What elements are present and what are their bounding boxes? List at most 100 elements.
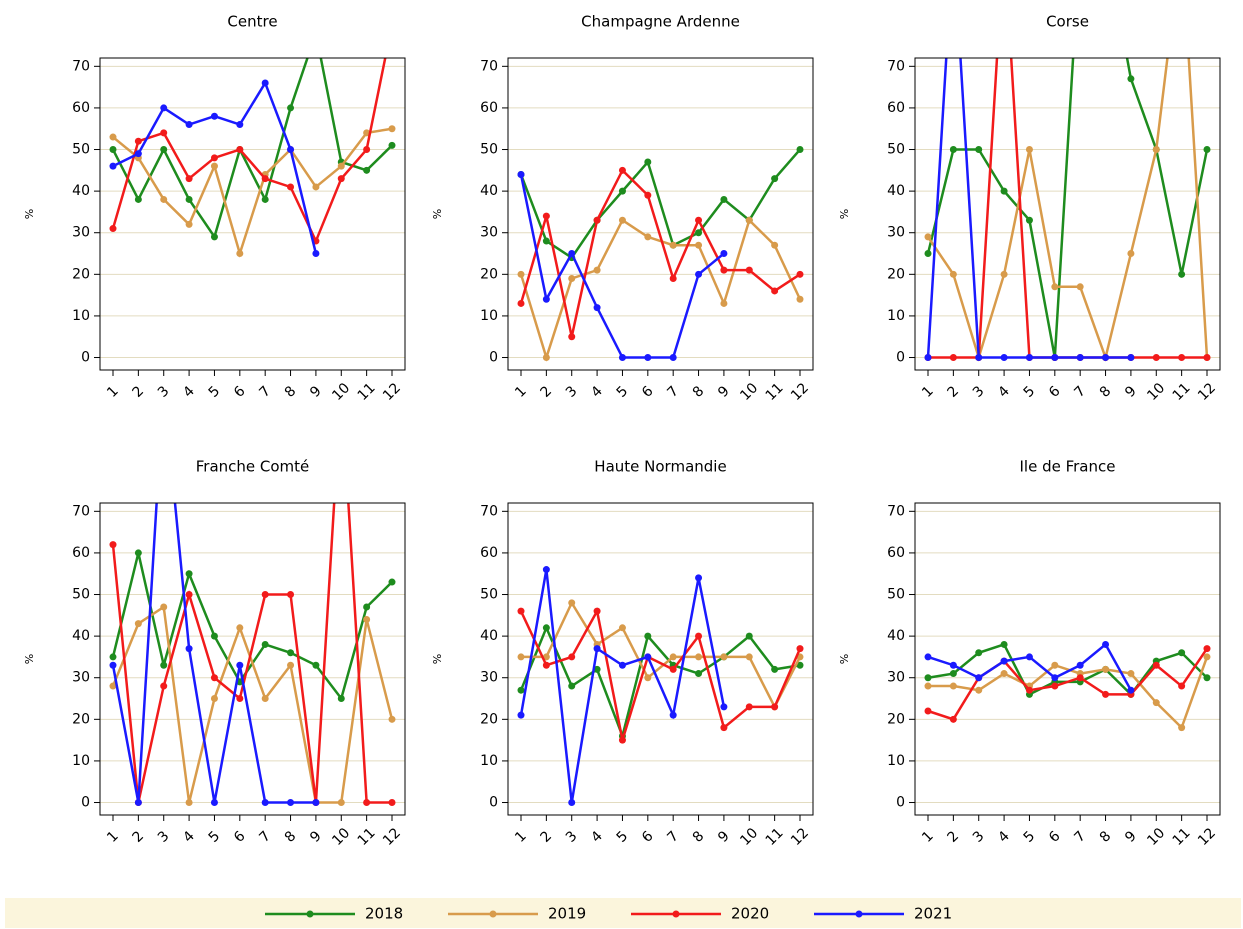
x-tick-label: 6 — [231, 828, 249, 846]
data-point — [593, 607, 601, 615]
data-point — [236, 661, 244, 669]
x-tick-label: 5 — [1021, 383, 1039, 401]
data-point — [287, 661, 295, 669]
chart-title: Ile de France — [1020, 458, 1116, 476]
x-tick-label: 9 — [307, 828, 325, 846]
data-point — [975, 354, 983, 362]
x-tick-label: 12 — [788, 380, 812, 404]
data-point — [644, 233, 652, 241]
x-tick-label: 1 — [104, 828, 122, 846]
data-point — [109, 133, 117, 141]
data-point — [771, 665, 779, 673]
data-point — [949, 682, 957, 690]
data-point — [236, 695, 244, 703]
data-point — [796, 295, 804, 303]
x-tick-label: 6 — [1046, 828, 1064, 846]
legend-label: 2018 — [365, 905, 403, 923]
data-point — [720, 653, 728, 661]
data-point — [1102, 640, 1110, 648]
data-point — [1127, 250, 1135, 258]
x-tick-label: 4 — [180, 828, 198, 846]
y-tick-label: 0 — [896, 350, 905, 366]
data-point — [337, 162, 345, 170]
data-point — [1152, 661, 1160, 669]
data-point — [695, 216, 703, 224]
data-point — [745, 266, 753, 274]
data-point — [210, 695, 218, 703]
data-point — [695, 229, 703, 237]
data-point — [1076, 674, 1084, 682]
y-tick-label: 20 — [480, 266, 498, 282]
y-tick-label: 10 — [887, 308, 905, 324]
y-tick-label: 10 — [480, 753, 498, 769]
data-point — [949, 715, 957, 723]
data-point — [745, 703, 753, 711]
x-tick-label: 4 — [995, 383, 1013, 401]
data-point — [185, 799, 193, 807]
data-point — [261, 195, 269, 203]
data-point — [720, 266, 728, 274]
data-point — [287, 591, 295, 599]
data-point — [388, 141, 396, 149]
x-tick-label: 8 — [1097, 828, 1115, 846]
y-tick-label: 60 — [887, 545, 905, 561]
series-line — [926, 58, 1209, 358]
data-point — [109, 162, 117, 170]
data-point — [949, 146, 957, 154]
x-tick-label: 12 — [380, 825, 404, 849]
data-point — [160, 661, 168, 669]
data-point — [593, 645, 601, 653]
series-line — [519, 607, 802, 741]
x-tick-label: 8 — [282, 828, 300, 846]
data-point — [1203, 674, 1211, 682]
data-point — [618, 166, 626, 174]
data-point — [1076, 283, 1084, 291]
y-tick-label: 70 — [480, 503, 498, 519]
data-point — [312, 250, 320, 258]
y-tick-label: 60 — [480, 545, 498, 561]
x-tick-label: 2 — [538, 828, 556, 846]
data-point — [949, 270, 957, 278]
data-point — [134, 150, 142, 158]
x-tick-label: 2 — [945, 828, 963, 846]
x-tick-label: 1 — [919, 828, 937, 846]
x-tick-label: 3 — [563, 383, 581, 401]
y-tick-label: 50 — [480, 142, 498, 158]
data-point — [542, 237, 550, 245]
data-point — [185, 591, 193, 599]
data-point — [1000, 354, 1008, 362]
data-point — [363, 615, 371, 623]
data-point — [695, 670, 703, 678]
y-tick-label: 70 — [887, 503, 905, 519]
x-tick-label: 6 — [639, 383, 657, 401]
data-point — [388, 799, 396, 807]
data-point — [593, 304, 601, 312]
x-tick-label: 10 — [329, 380, 353, 404]
data-point — [720, 250, 728, 258]
data-point — [1127, 686, 1135, 694]
data-point — [134, 137, 142, 145]
legend-background — [5, 898, 1241, 928]
data-point — [1025, 354, 1033, 362]
data-point — [236, 146, 244, 154]
data-point — [1203, 653, 1211, 661]
data-point — [160, 104, 168, 112]
x-tick-label: 9 — [1122, 828, 1140, 846]
legend-marker — [489, 910, 497, 918]
data-point — [1025, 686, 1033, 694]
y-tick-label: 0 — [896, 795, 905, 811]
y-tick-label: 30 — [72, 225, 90, 241]
x-tick-label: 10 — [737, 825, 761, 849]
plot-area — [109, 58, 396, 258]
x-tick-label: 4 — [180, 383, 198, 401]
data-point — [261, 79, 269, 87]
data-point — [924, 354, 932, 362]
x-tick-label: 12 — [788, 825, 812, 849]
y-tick-label: 30 — [72, 670, 90, 686]
legend-marker — [306, 910, 314, 918]
y-axis-label: % — [23, 654, 36, 664]
data-point — [1102, 665, 1110, 673]
legend-label: 2021 — [914, 905, 952, 923]
data-point — [160, 129, 168, 137]
